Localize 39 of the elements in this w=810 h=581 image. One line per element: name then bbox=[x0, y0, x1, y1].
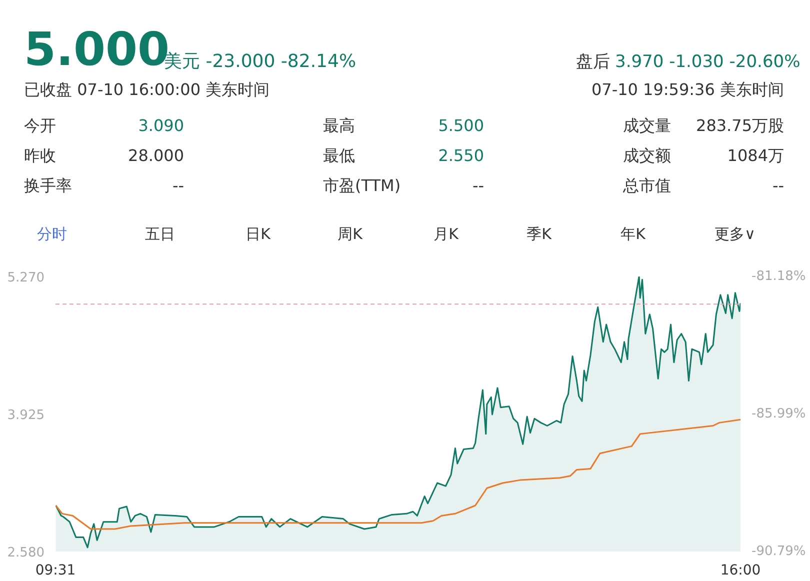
text: 年K bbox=[620, 225, 646, 243]
text: 今开 bbox=[24, 116, 56, 135]
text: -- bbox=[772, 176, 784, 195]
text: 昨收 bbox=[24, 146, 56, 165]
x-tick-label: 16:00 bbox=[720, 562, 761, 578]
text: 五日 bbox=[144, 225, 176, 243]
line-series bbox=[56, 418, 740, 530]
text: 分时 bbox=[36, 225, 68, 243]
y2-tick-label: -81.18% bbox=[752, 269, 806, 284]
text: 3.970 -1.030 -20.60% bbox=[615, 52, 800, 72]
text: 换手率 bbox=[24, 176, 72, 195]
text: 已收盘 07-10 16:00:00 美东时间 bbox=[24, 80, 270, 99]
text: 更多∨ bbox=[714, 225, 756, 243]
text: 5.500 bbox=[438, 116, 484, 135]
text: 日K bbox=[244, 225, 272, 243]
text: 28.000 bbox=[128, 146, 184, 165]
y2-tick-label: -85.99% bbox=[752, 406, 806, 422]
text: 3.090 bbox=[138, 116, 184, 135]
text: 总市值 bbox=[623, 176, 671, 195]
x-tick-label: 09:31 bbox=[35, 562, 76, 578]
text: 2.550 bbox=[438, 146, 484, 165]
text: 最低 bbox=[323, 146, 355, 165]
text: 07-10 19:59:36 美东时间 bbox=[591, 80, 784, 99]
y-tick-label: 3.925 bbox=[7, 408, 44, 423]
text: 月K bbox=[432, 225, 460, 243]
text: 成交量 bbox=[623, 116, 671, 135]
text: 周K bbox=[336, 225, 364, 243]
text: 盘后 bbox=[576, 52, 610, 72]
text: 最高 bbox=[323, 116, 355, 135]
text: -- bbox=[472, 176, 484, 195]
text: -- bbox=[172, 176, 184, 195]
y-tick-label: 2.580 bbox=[7, 546, 44, 560]
text: 1084万 bbox=[727, 146, 784, 165]
text: 季K bbox=[526, 225, 552, 243]
text: 283.75万股 bbox=[696, 116, 784, 135]
y-tick-label: 5.270 bbox=[7, 270, 44, 286]
text: 市盈(TTM) bbox=[323, 176, 401, 195]
y2-tick-label: -90.79% bbox=[752, 544, 806, 559]
text: 成交额 bbox=[623, 146, 671, 165]
